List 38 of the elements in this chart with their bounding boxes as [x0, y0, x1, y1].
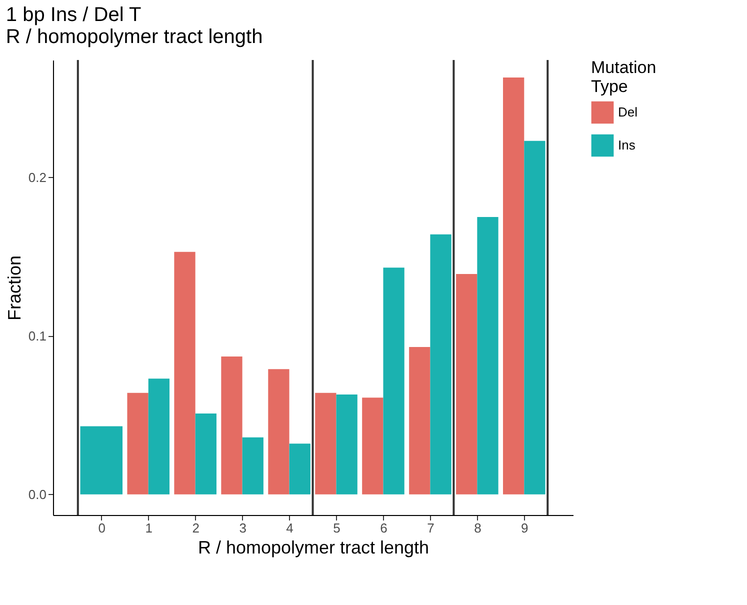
bar — [174, 252, 196, 494]
y-tick-label: 0.1 — [28, 328, 46, 344]
x-tick-label: 4 — [286, 520, 294, 536]
x-tick-label: 2 — [192, 520, 200, 536]
x-tick-label: 3 — [239, 520, 246, 536]
y-tick-label: 0.2 — [28, 170, 46, 185]
x-tick-label: 6 — [380, 520, 388, 536]
x-axis-title: R / homopolymer tract length — [198, 538, 430, 558]
x-tick-label: 0 — [98, 520, 106, 536]
bar — [456, 274, 478, 494]
bar — [409, 346, 430, 494]
bar — [242, 437, 264, 494]
y-tick-label: 0.0 — [28, 486, 46, 502]
legend-title: Mutation Type — [591, 58, 656, 96]
bar — [195, 414, 216, 494]
bar — [336, 394, 358, 494]
bar — [221, 356, 242, 494]
bar — [148, 378, 170, 494]
y-axis-title: Fraction — [4, 255, 24, 321]
bar — [524, 140, 546, 494]
bar — [383, 268, 404, 494]
bar — [315, 392, 336, 494]
bar — [127, 392, 148, 494]
bar — [268, 369, 290, 494]
bar — [362, 398, 384, 494]
bar — [430, 234, 452, 494]
x-tick-label: 1 — [145, 520, 152, 536]
bar — [503, 77, 524, 494]
chart-title: 1 bp Ins / Del T — [6, 4, 142, 26]
chart-subtitle: R / homopolymer tract length — [6, 26, 263, 48]
legend-label: Ins — [618, 138, 636, 152]
x-tick-label: 5 — [333, 520, 340, 536]
x-tick-label: 7 — [427, 520, 434, 536]
x-tick-label: 8 — [474, 520, 482, 536]
bar — [477, 216, 498, 494]
x-tick-label: 9 — [521, 520, 528, 536]
legend-label: Del — [618, 104, 638, 120]
bar — [289, 444, 310, 494]
